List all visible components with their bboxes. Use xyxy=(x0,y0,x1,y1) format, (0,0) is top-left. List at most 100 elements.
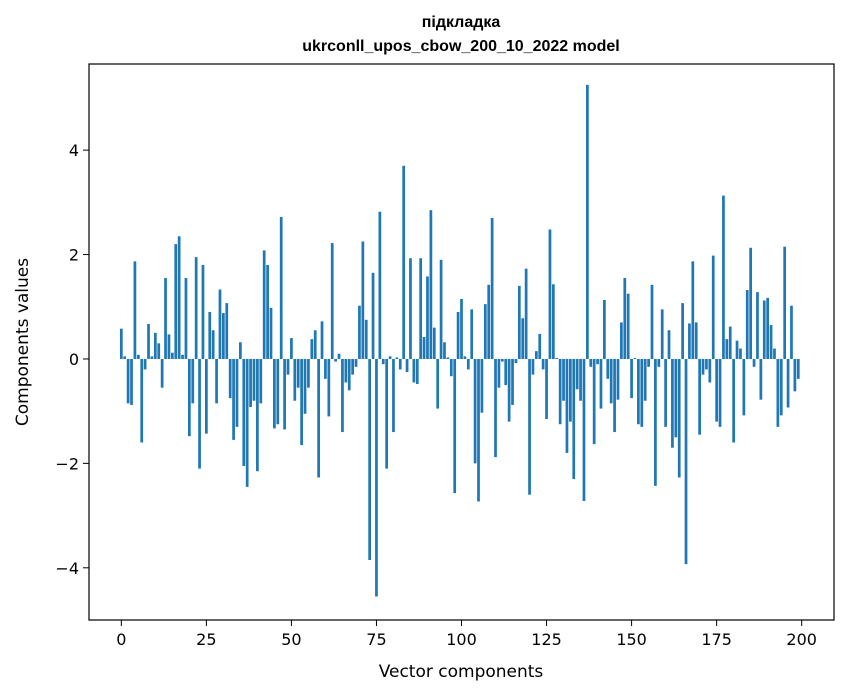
bar-70 xyxy=(358,305,361,359)
bar-14 xyxy=(167,334,171,359)
bar-197 xyxy=(790,305,793,359)
bar-154 xyxy=(643,358,647,401)
bar-159 xyxy=(660,309,664,359)
bar-147 xyxy=(620,322,623,359)
bar-124 xyxy=(541,358,545,370)
bar-113 xyxy=(504,358,508,386)
bar-30 xyxy=(222,313,225,359)
bar-156 xyxy=(650,284,654,359)
bar-82 xyxy=(398,358,402,370)
bar-47 xyxy=(279,216,283,359)
bar-36 xyxy=(242,358,246,466)
bar-0 xyxy=(119,328,123,359)
bar-195 xyxy=(783,246,787,359)
x-tick-label: 175 xyxy=(701,630,732,649)
bar-184 xyxy=(745,290,749,359)
bar-167 xyxy=(688,323,691,359)
bar-98 xyxy=(453,358,457,494)
bar-49 xyxy=(286,358,290,375)
bar-126 xyxy=(548,229,552,359)
bar-6 xyxy=(140,358,144,443)
bar-53 xyxy=(300,358,303,446)
bar-41 xyxy=(259,358,263,404)
bar-54 xyxy=(303,358,307,414)
bar-15 xyxy=(170,352,174,359)
bar-13 xyxy=(164,278,167,359)
y-axis-ticks: −4 −2 0 2 4 xyxy=(55,141,89,578)
bar-34 xyxy=(235,358,239,427)
bar-112 xyxy=(500,358,504,362)
bar-163 xyxy=(674,358,678,438)
x-tick-label: 200 xyxy=(786,630,817,649)
bar-140 xyxy=(596,358,599,365)
bar-85 xyxy=(409,258,412,359)
bar-127 xyxy=(551,284,555,359)
bar-162 xyxy=(671,358,674,448)
bar-59 xyxy=(320,321,324,359)
bar-180 xyxy=(732,358,736,443)
bar-62 xyxy=(330,243,334,359)
bar-122 xyxy=(534,351,538,359)
x-tick-label: 150 xyxy=(616,630,647,649)
y-tick-label: 2 xyxy=(69,246,79,265)
bar-153 xyxy=(640,358,644,427)
bar-77 xyxy=(381,358,385,365)
bar-168 xyxy=(691,261,695,359)
bar-179 xyxy=(728,326,732,359)
bar-118 xyxy=(521,318,525,359)
bar-106 xyxy=(480,358,484,413)
bar-116 xyxy=(514,358,518,364)
bar-148 xyxy=(623,278,627,359)
bar-48 xyxy=(283,358,286,430)
bar-38 xyxy=(249,358,252,407)
bar-103 xyxy=(470,309,474,359)
bar-26 xyxy=(208,311,212,359)
bar-42 xyxy=(262,250,266,359)
bar-128 xyxy=(555,357,559,359)
bar-11 xyxy=(157,343,161,359)
bar-94 xyxy=(439,259,443,359)
bar-125 xyxy=(545,358,548,420)
x-tick-label: 125 xyxy=(531,630,562,649)
bar-107 xyxy=(483,304,487,359)
bar-138 xyxy=(589,358,593,367)
bar-80 xyxy=(392,358,395,433)
chart-title-line-1: підкладка xyxy=(422,14,501,31)
bar-17 xyxy=(177,236,181,359)
bar-73 xyxy=(368,358,372,560)
bar-139 xyxy=(592,358,596,445)
bar-93 xyxy=(436,358,440,409)
bar-181 xyxy=(735,340,739,359)
bar-90 xyxy=(426,276,429,359)
bar-130 xyxy=(562,358,565,401)
bar-40 xyxy=(256,358,259,472)
bar-135 xyxy=(579,358,582,401)
bar-69 xyxy=(354,358,358,367)
x-tick-label: 25 xyxy=(196,630,216,649)
bar-105 xyxy=(477,358,480,502)
bar-2 xyxy=(126,358,130,404)
bar-51 xyxy=(293,358,297,401)
bar-131 xyxy=(565,358,569,453)
bar-199 xyxy=(796,358,800,379)
bar-83 xyxy=(402,165,406,359)
bar-161 xyxy=(667,330,671,359)
bar-33 xyxy=(232,358,235,440)
bar-160 xyxy=(664,358,667,427)
bar-76 xyxy=(378,211,382,359)
bar-142 xyxy=(603,299,606,359)
bar-65 xyxy=(341,358,344,433)
bar-20 xyxy=(187,358,191,437)
bar-115 xyxy=(511,358,514,405)
bar-37 xyxy=(245,358,249,487)
bar-111 xyxy=(497,358,501,388)
bar-43 xyxy=(266,265,269,359)
bar-175 xyxy=(715,358,718,422)
bar-23 xyxy=(198,358,201,469)
bar-109 xyxy=(490,218,494,359)
bar-75 xyxy=(375,358,378,597)
bar-55 xyxy=(307,358,310,388)
bar-194 xyxy=(779,358,783,416)
bar-174 xyxy=(711,255,715,359)
bar-144 xyxy=(609,358,613,404)
